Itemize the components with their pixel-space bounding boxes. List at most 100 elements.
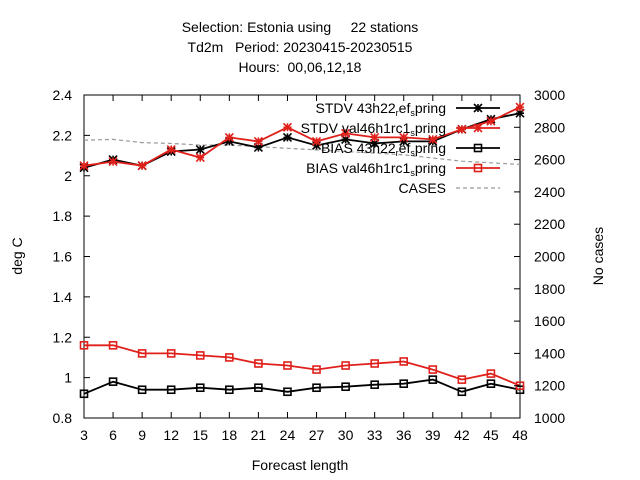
data-point	[341, 134, 351, 144]
data-point	[254, 383, 263, 393]
plot-frame	[83, 94, 521, 419]
data-point	[486, 379, 496, 388]
legend-entry: STDV 43h22refspring	[316, 100, 500, 118]
y-tick-label: 1.6	[53, 249, 73, 265]
legend-sample-marker	[473, 143, 483, 153]
data-point	[370, 359, 379, 368]
data-point	[515, 102, 525, 112]
legend-label: STDV 43h22refspring	[316, 100, 447, 118]
data-point	[253, 136, 263, 146]
y2-tick-label: 2600	[534, 152, 565, 168]
y2-tick-label: 2200	[534, 216, 565, 232]
data-point	[224, 132, 234, 142]
data-point	[341, 361, 350, 370]
legend-sample-marker	[473, 103, 483, 113]
data-point	[312, 365, 321, 374]
data-point	[370, 380, 379, 389]
data-point	[225, 353, 234, 362]
series-line	[84, 344, 521, 387]
y2-tick-label: 1600	[534, 313, 565, 329]
x-tick-label: 33	[367, 427, 383, 443]
data-point	[486, 369, 496, 378]
data-point	[515, 108, 525, 118]
x-tick-label: 3	[80, 427, 88, 443]
y-tick-label: 0.8	[53, 410, 73, 426]
legend-entry: BIAS val46h1rc1spring	[306, 160, 500, 178]
data-point	[195, 383, 205, 393]
data-point	[457, 124, 467, 134]
data-point	[341, 128, 351, 138]
data-point	[108, 341, 118, 350]
data-point	[195, 351, 205, 360]
series-2	[79, 375, 525, 399]
x-tick-label: 6	[109, 427, 117, 443]
y-axis-label: deg C	[9, 237, 25, 274]
chart-title: Selection: Estonia using 22 stations Td2…	[182, 19, 419, 75]
series-layer	[79, 102, 525, 399]
y-tick-label: 1	[64, 370, 72, 386]
y2-tick-label: 1400	[534, 345, 565, 361]
data-point	[399, 132, 409, 142]
x-tick-label: 15	[192, 427, 208, 443]
data-point	[282, 132, 293, 142]
y2-tick-label: 1800	[534, 281, 565, 297]
axis-ticks: 3 6 9 12 15 18 21 24 27 30 33 36 39 42 45 480.811.21.41…	[53, 87, 566, 443]
data-point	[79, 341, 89, 350]
data-point	[225, 385, 234, 395]
data-point	[137, 161, 147, 171]
data-point	[282, 122, 293, 132]
title-line-2: Td2m Period: 20230415-20230515	[188, 39, 413, 55]
legend-label: BIAS val46h1rc1spring	[306, 160, 446, 178]
legend-entry: STDV val46h1rc1spring	[301, 120, 500, 138]
y2-tick-label: 1000	[534, 410, 565, 426]
data-point	[428, 365, 438, 374]
legend-entry: BIAS 43h22refspring	[321, 140, 500, 158]
data-point	[137, 385, 147, 395]
x-tick-label: 9	[138, 427, 146, 443]
x-tick-label: 12	[163, 427, 179, 443]
series-4	[83, 138, 521, 165]
legend-label: STDV val46h1rc1spring	[301, 120, 446, 138]
data-point	[370, 138, 380, 149]
x-tick-label: 27	[309, 427, 325, 443]
data-point	[370, 132, 380, 142]
data-point	[399, 136, 409, 146]
y2-tick-label: 3000	[534, 87, 565, 103]
data-point	[195, 144, 205, 155]
data-point	[254, 359, 263, 368]
x-tick-label: 45	[483, 427, 499, 443]
data-point	[166, 349, 176, 358]
y2-tick-label: 1200	[534, 378, 565, 394]
data-point	[137, 349, 147, 358]
data-point	[399, 357, 409, 366]
y2-tick-label: 2800	[534, 119, 565, 135]
data-point	[79, 161, 89, 171]
title-line-1: Selection: Estonia using 22 stations	[182, 19, 419, 35]
x-tick-label: 21	[251, 427, 267, 443]
y-tick-label: 1.8	[53, 208, 73, 224]
y-tick-label: 2.2	[53, 127, 73, 143]
x-tick-label: 24	[280, 427, 296, 443]
data-point	[195, 153, 205, 163]
legend-sample-marker	[473, 163, 483, 173]
x-tick-label: 39	[425, 427, 441, 443]
data-point	[486, 116, 496, 126]
data-point	[166, 144, 176, 155]
data-point	[283, 387, 292, 397]
data-point	[311, 140, 322, 151]
data-point	[428, 134, 438, 144]
series-line	[83, 378, 521, 395]
x-tick-label: 48	[512, 427, 528, 443]
data-point	[457, 387, 467, 397]
series-line	[83, 138, 521, 165]
data-point	[108, 157, 118, 167]
x-tick-label: 18	[222, 427, 238, 443]
x-tick-label: 36	[396, 427, 412, 443]
legend: STDV 43h22refspring STDV val46h1rc1spring…	[301, 100, 500, 196]
x-tick-label: 42	[454, 427, 470, 443]
legend-entry: CASES	[399, 180, 500, 196]
y-tick-label: 2	[64, 168, 72, 184]
data-point	[253, 142, 263, 153]
series-line	[83, 106, 521, 167]
